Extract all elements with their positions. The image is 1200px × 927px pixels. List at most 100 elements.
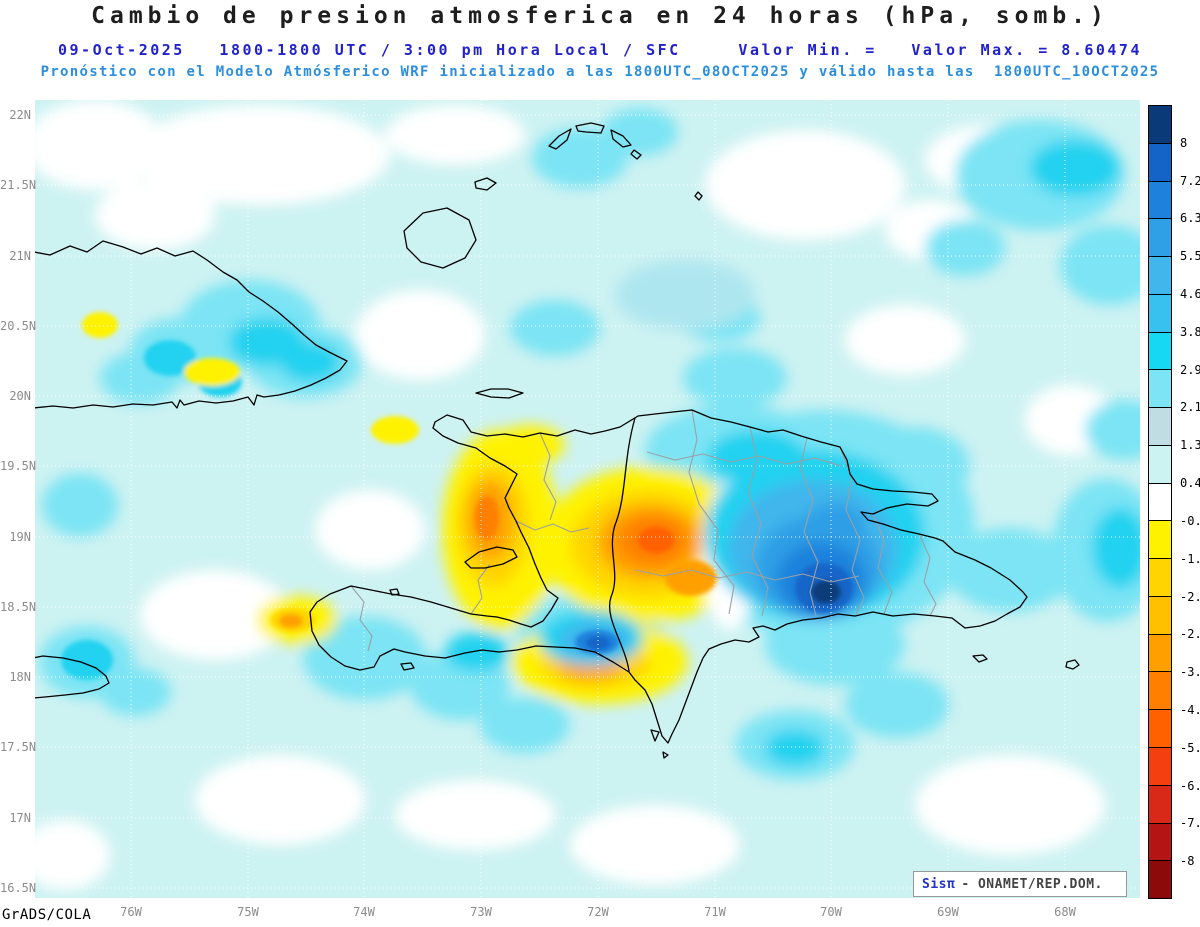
colorbar-label: 5.5 — [1180, 249, 1200, 264]
colorbar-segment — [1149, 256, 1171, 294]
contour-blob — [845, 672, 949, 738]
colorbar-label: -3.8 — [1180, 665, 1200, 680]
colorbar-segment — [1149, 106, 1171, 143]
colorbar-label: -8 — [1180, 854, 1195, 869]
subtitle-line: 09-Oct-2025 1800-1800 UTC / 3:00 pm Hora… — [58, 41, 1142, 59]
province-boundary — [799, 437, 819, 617]
contour-blob — [1030, 140, 1120, 196]
colorbar-label: 2.9 — [1180, 362, 1200, 377]
contour-blob — [510, 300, 600, 356]
coastline — [630, 149, 642, 160]
contour-blob — [445, 632, 509, 672]
grads-cola-label: GrADS/COLA — [2, 907, 92, 923]
colorbar-segment — [1149, 180, 1171, 219]
contour-blob — [385, 105, 525, 165]
colorbar-segment — [1149, 709, 1171, 748]
contour-blob — [35, 100, 165, 190]
contour-blob — [42, 473, 118, 537]
colorbar-label: 8 — [1180, 135, 1188, 150]
contour-blob — [303, 616, 427, 700]
coastline — [464, 546, 518, 569]
contour-blob — [638, 527, 674, 553]
lat-tick-label: 18N — [9, 670, 31, 684]
colorbar-label: 4.6 — [1180, 287, 1200, 302]
province-boundary — [350, 585, 373, 652]
coastline — [35, 240, 348, 409]
colorbar-label: -7.2 — [1180, 816, 1200, 831]
contour-blob — [602, 108, 678, 156]
coastline — [650, 729, 660, 742]
lat-tick-label: 20.5N — [0, 319, 37, 333]
lon-tick-label: 74W — [353, 905, 375, 919]
contour-blob — [765, 605, 905, 685]
contour-blob — [130, 105, 390, 205]
lat-tick-label: 18.5N — [0, 600, 37, 614]
contour-blob — [570, 805, 740, 885]
province-boundary — [747, 426, 769, 617]
lon-tick-label: 72W — [587, 905, 609, 919]
colorbar-segment — [1149, 407, 1171, 445]
lat-tick-label: 19.5N — [0, 459, 37, 473]
province-boundary — [515, 520, 590, 533]
colorbar-label: 3.8 — [1180, 324, 1200, 339]
colorbar-segment — [1149, 747, 1171, 785]
colorbar-segment — [1149, 218, 1171, 257]
colorbar-label: -0.4 — [1180, 513, 1200, 528]
province-boundaries-layer — [350, 409, 937, 652]
colorbar-segment — [1149, 444, 1171, 483]
contour-blob — [280, 342, 340, 382]
coastline — [35, 655, 110, 699]
lat-tick-label: 17.5N — [0, 740, 37, 754]
contour-blob — [99, 668, 171, 716]
coastline — [475, 388, 524, 399]
contour-blob — [615, 260, 755, 330]
lon-tick-label: 71W — [704, 905, 726, 919]
coastline — [474, 177, 497, 191]
plot-area — [35, 100, 1140, 898]
map-canvas — [35, 100, 1140, 898]
province-boundary — [646, 451, 842, 467]
contour-blob — [475, 496, 499, 540]
coastline — [575, 122, 605, 134]
contour-blob — [495, 425, 565, 465]
coastline — [403, 207, 477, 269]
contour-blob — [586, 636, 610, 650]
page-title: Cambio de presion atmosferica en 24 hora… — [91, 3, 1109, 29]
province-boundary — [839, 446, 865, 615]
province-boundary — [918, 533, 937, 617]
coastline — [662, 751, 669, 759]
colorbar-segment — [1149, 520, 1171, 559]
contour-blob — [95, 180, 215, 250]
contour-blob — [35, 820, 110, 890]
colorbar-segment — [1149, 860, 1171, 899]
lat-tick-label: 17N — [9, 811, 31, 825]
contour-blob — [683, 348, 787, 408]
contour-blob — [705, 130, 905, 240]
contour-blob — [61, 640, 113, 680]
credit-box: Sisπ - ONAMET/REP.DOM. — [913, 871, 1127, 897]
contour-blob — [1085, 400, 1140, 460]
lat-tick-label: 16.5N — [0, 881, 37, 895]
contour-blob — [279, 614, 303, 628]
colorbar-segment — [1149, 822, 1171, 861]
colorbar-segment — [1149, 558, 1171, 596]
province-boundary — [872, 513, 893, 615]
colorbar-label: 7.2 — [1180, 173, 1200, 188]
coastline — [1065, 659, 1080, 670]
contour-blob — [140, 570, 290, 660]
province-boundary — [634, 569, 860, 583]
haiti-dr-border — [609, 417, 636, 672]
colorbar-segment — [1149, 633, 1171, 672]
sispi-logo: Sisπ — [922, 876, 956, 892]
colorbar-segment — [1149, 482, 1171, 521]
coastline — [548, 128, 572, 150]
colorbar — [1148, 105, 1172, 899]
colorbar-segment — [1149, 595, 1171, 634]
contour-blob — [845, 305, 965, 375]
grid-lines — [35, 100, 1140, 898]
colorbar-segment — [1149, 369, 1171, 408]
lon-tick-label: 69W — [937, 905, 959, 919]
valid-time-text: 09-Oct-2025 1800-1800 UTC / 3:00 pm Hora… — [58, 41, 681, 59]
contour-blob — [765, 730, 825, 766]
